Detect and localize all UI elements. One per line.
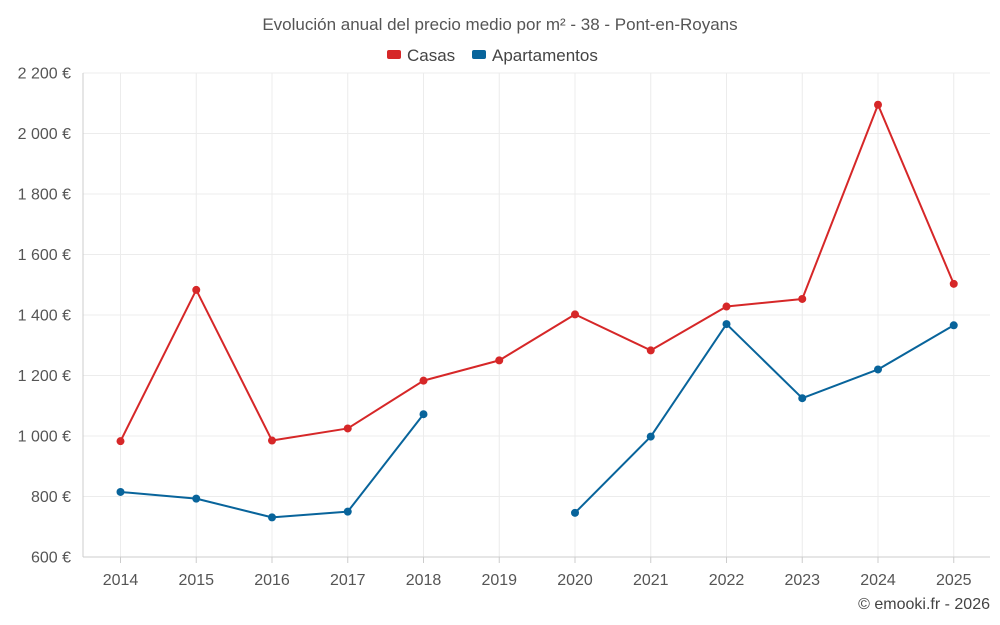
y-tick-label: 1 200 € [18, 368, 71, 385]
data-point-apartamentos[interactable] [419, 410, 428, 419]
y-tick-label: 800 € [31, 489, 71, 506]
y-tick-label: 1 400 € [18, 308, 71, 325]
grid [83, 72, 990, 557]
y-tick-label: 600 € [31, 550, 71, 567]
series-apartamentos [116, 320, 958, 522]
data-point-casas[interactable] [495, 356, 504, 365]
data-point-casas[interactable] [949, 279, 958, 288]
y-tick-label: 1 000 € [18, 429, 71, 446]
data-point-casas[interactable] [571, 310, 579, 319]
legend-swatch-casas [387, 50, 401, 59]
axes: 600 € 800 € 1 000 € 1 200 € 1 400 € 1 600 € 1 … [18, 66, 990, 589]
x-tick-label: 2017 [330, 572, 366, 589]
data-point-apartamentos[interactable] [192, 494, 201, 503]
data-point-casas[interactable] [192, 285, 201, 294]
series [116, 100, 958, 522]
legend-label-apartamentos[interactable]: Apartamentos [492, 46, 598, 65]
data-point-apartamentos[interactable] [949, 321, 958, 330]
data-point-apartamentos[interactable] [798, 394, 807, 403]
data-point-apartamentos[interactable] [116, 487, 125, 496]
legend-label-casas[interactable]: Casas [407, 46, 455, 65]
data-point-casas[interactable] [798, 294, 807, 303]
x-tick-label: 2020 [557, 572, 593, 589]
x-tick-label: 2015 [178, 572, 214, 589]
x-tick-label: 2018 [406, 572, 442, 589]
data-point-apartamentos[interactable] [571, 508, 579, 517]
series-casas [116, 100, 958, 446]
data-point-casas[interactable] [116, 437, 125, 446]
data-point-casas[interactable] [646, 346, 655, 355]
data-point-apartamentos[interactable] [874, 365, 882, 374]
x-tick-label: 2023 [784, 572, 820, 589]
series-line-apartamentos [574, 323, 955, 514]
data-point-casas[interactable] [268, 436, 276, 445]
x-tick-label: 2016 [254, 572, 290, 589]
x-tick-label: 2014 [103, 572, 139, 589]
data-point-apartamentos[interactable] [722, 320, 731, 329]
data-point-casas[interactable] [343, 424, 352, 433]
data-point-apartamentos[interactable] [646, 432, 655, 441]
data-point-casas[interactable] [722, 302, 731, 311]
data-point-apartamentos[interactable] [268, 513, 276, 522]
x-tick-label: 2021 [633, 572, 669, 589]
chart-title: Evolución anual del precio medio por m² … [262, 15, 737, 34]
x-tick-label: 2024 [860, 572, 896, 589]
y-tick-label: 1 800 € [18, 187, 71, 204]
y-tick-label: 2 200 € [18, 66, 71, 83]
x-tick-label: 2019 [481, 572, 517, 589]
legend: Casas Apartamentos [387, 46, 598, 65]
legend-swatch-apartamentos [472, 50, 486, 59]
data-point-casas[interactable] [874, 100, 882, 109]
data-point-casas[interactable] [419, 376, 428, 385]
credit-text: © emooki.fr - 2026 [858, 596, 990, 613]
y-tick-label: 2 000 € [18, 126, 71, 143]
data-point-apartamentos[interactable] [343, 507, 352, 516]
series-line-casas [119, 103, 955, 442]
y-tick-label: 1 600 € [18, 247, 71, 264]
x-tick-label: 2025 [936, 572, 972, 589]
x-tick-label: 2022 [709, 572, 745, 589]
